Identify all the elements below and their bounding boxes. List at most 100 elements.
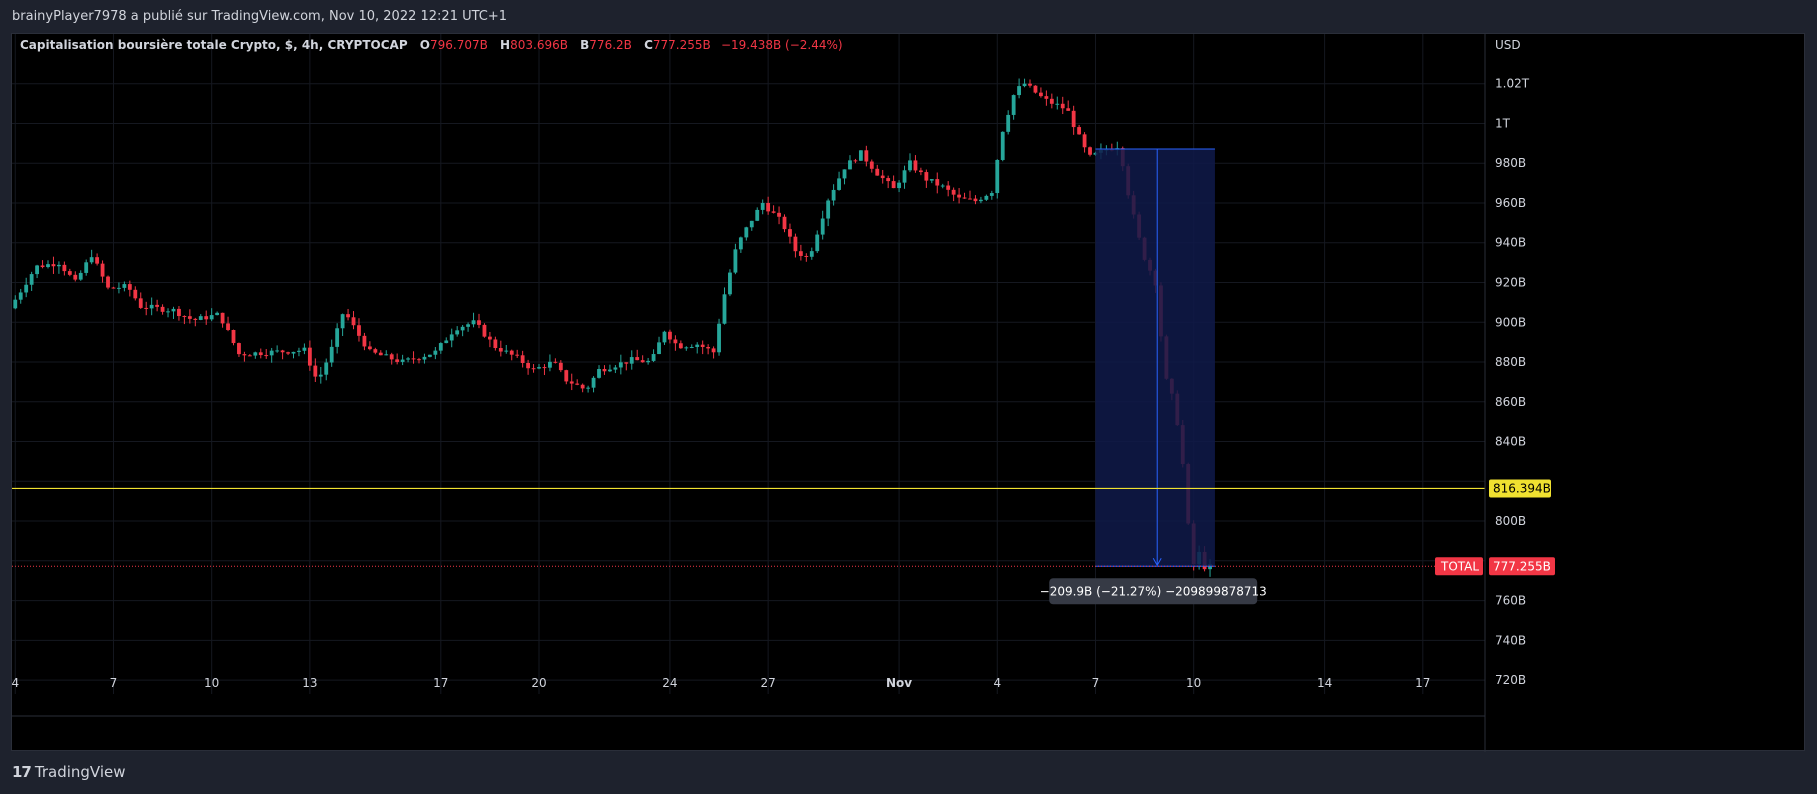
candle-body — [242, 354, 247, 356]
price-chart[interactable]: −209.9B (−21.27%) −209899878713 USD720B7… — [12, 34, 1806, 752]
candle-body — [848, 160, 852, 170]
price-axis[interactable]: USD 720B 740B 760B 800B 840B 860B 880B 900B 920B 9… — [1435, 34, 1555, 752]
y-tick-label: 900B — [1495, 315, 1526, 329]
candle-body — [340, 314, 345, 329]
candle-body — [1055, 103, 1060, 105]
candle-body — [29, 274, 34, 285]
candle-body — [853, 160, 858, 162]
legend-h-label: H — [500, 38, 510, 52]
candle-body — [924, 172, 929, 181]
candle-body — [427, 354, 432, 357]
candle-body — [575, 383, 580, 385]
candle-body — [471, 320, 476, 325]
candle-body — [51, 264, 56, 267]
candle-body — [367, 346, 372, 350]
candle-body — [67, 271, 72, 275]
candle-body — [782, 216, 787, 230]
candle-body — [995, 159, 1000, 194]
legend-c-value: 777.255B — [653, 38, 711, 52]
candle-body — [417, 359, 421, 361]
candle-body — [880, 175, 885, 179]
time-axis[interactable]: 4 7 10 13 17 20 24 27 Nov 4 7 10 14 17 — [12, 676, 1485, 717]
y-tick-label: 800B — [1495, 514, 1526, 528]
legend-h-value: 803.696B — [510, 38, 568, 52]
candle-body — [46, 264, 50, 268]
candle-body — [324, 362, 329, 375]
candle-body — [542, 367, 547, 369]
attribution-bar: brainyPlayer7978 a publié sur TradingVie… — [0, 0, 1817, 33]
candle-body — [820, 218, 825, 235]
candle-body — [553, 361, 558, 363]
candle-body — [618, 362, 623, 368]
legend-o-label: O — [420, 38, 430, 52]
candle-body — [297, 350, 301, 352]
y-tick-label: 960B — [1495, 196, 1526, 210]
candle-body — [946, 185, 951, 190]
candle-body — [13, 299, 18, 309]
candle-body — [84, 262, 89, 273]
candle-body — [569, 381, 574, 384]
candle-body — [149, 304, 154, 309]
candle-body — [422, 356, 427, 360]
candle-body — [608, 369, 612, 372]
candle-body — [749, 220, 754, 228]
candle-body — [155, 304, 160, 307]
x-tick-label: 4 — [12, 676, 19, 690]
candle-body — [1060, 103, 1065, 109]
candle-body — [984, 195, 989, 200]
candle-body — [220, 312, 225, 324]
candle-body — [728, 272, 732, 295]
candle-body — [258, 352, 263, 356]
candle-body — [160, 306, 165, 312]
candle-body — [351, 317, 356, 326]
candle-body — [875, 168, 880, 176]
candle-body — [362, 335, 367, 347]
candle-body — [891, 181, 896, 189]
candle-body — [1088, 147, 1092, 155]
candle-body — [18, 292, 23, 300]
candle-body — [89, 257, 94, 263]
candle-body — [1071, 110, 1076, 128]
candle-body — [1066, 108, 1071, 111]
candle-body — [253, 352, 258, 356]
candle-body — [57, 264, 61, 267]
candle-body — [411, 358, 416, 360]
grid-lines — [12, 34, 1485, 694]
y-tick-label: 940B — [1495, 236, 1526, 250]
candle-body — [717, 323, 721, 353]
candle-body — [586, 387, 591, 389]
legend-b-label: B — [580, 38, 589, 52]
candle-body — [275, 350, 280, 352]
candle-body — [286, 352, 290, 354]
candle-body — [177, 308, 181, 317]
candle-body — [706, 347, 711, 349]
candle-body — [482, 324, 487, 337]
candle-body — [1093, 152, 1098, 155]
candle-body — [269, 350, 274, 356]
candle-body — [73, 274, 78, 280]
candle-body — [766, 202, 771, 212]
candle-body — [580, 384, 585, 389]
candle-body — [613, 367, 618, 370]
candle-body — [548, 361, 552, 368]
candle-body — [204, 316, 209, 320]
candle-body — [444, 340, 449, 344]
candle-body — [406, 358, 410, 360]
candle-body — [815, 234, 820, 252]
horizontal-line-price-tag — [1489, 479, 1551, 498]
candle-body — [264, 355, 269, 357]
candle-body — [466, 324, 470, 327]
candle-body — [318, 374, 323, 377]
last-price-tag — [1489, 557, 1555, 576]
candle-body — [438, 343, 443, 351]
candle-body — [973, 198, 978, 202]
candlestick-series — [13, 78, 1212, 577]
chart-frame[interactable]: −209.9B (−21.27%) −209899878713 USD 720B 7… — [11, 33, 1806, 752]
symbol-tag-label: TOTAL — [1440, 559, 1479, 573]
candle-body — [858, 150, 863, 161]
candle-body — [1011, 95, 1016, 115]
candle-body — [526, 362, 531, 369]
brand-footer[interactable]: 17 TradingView — [12, 763, 126, 781]
candle-body — [1006, 114, 1011, 132]
candle-body — [209, 315, 214, 320]
